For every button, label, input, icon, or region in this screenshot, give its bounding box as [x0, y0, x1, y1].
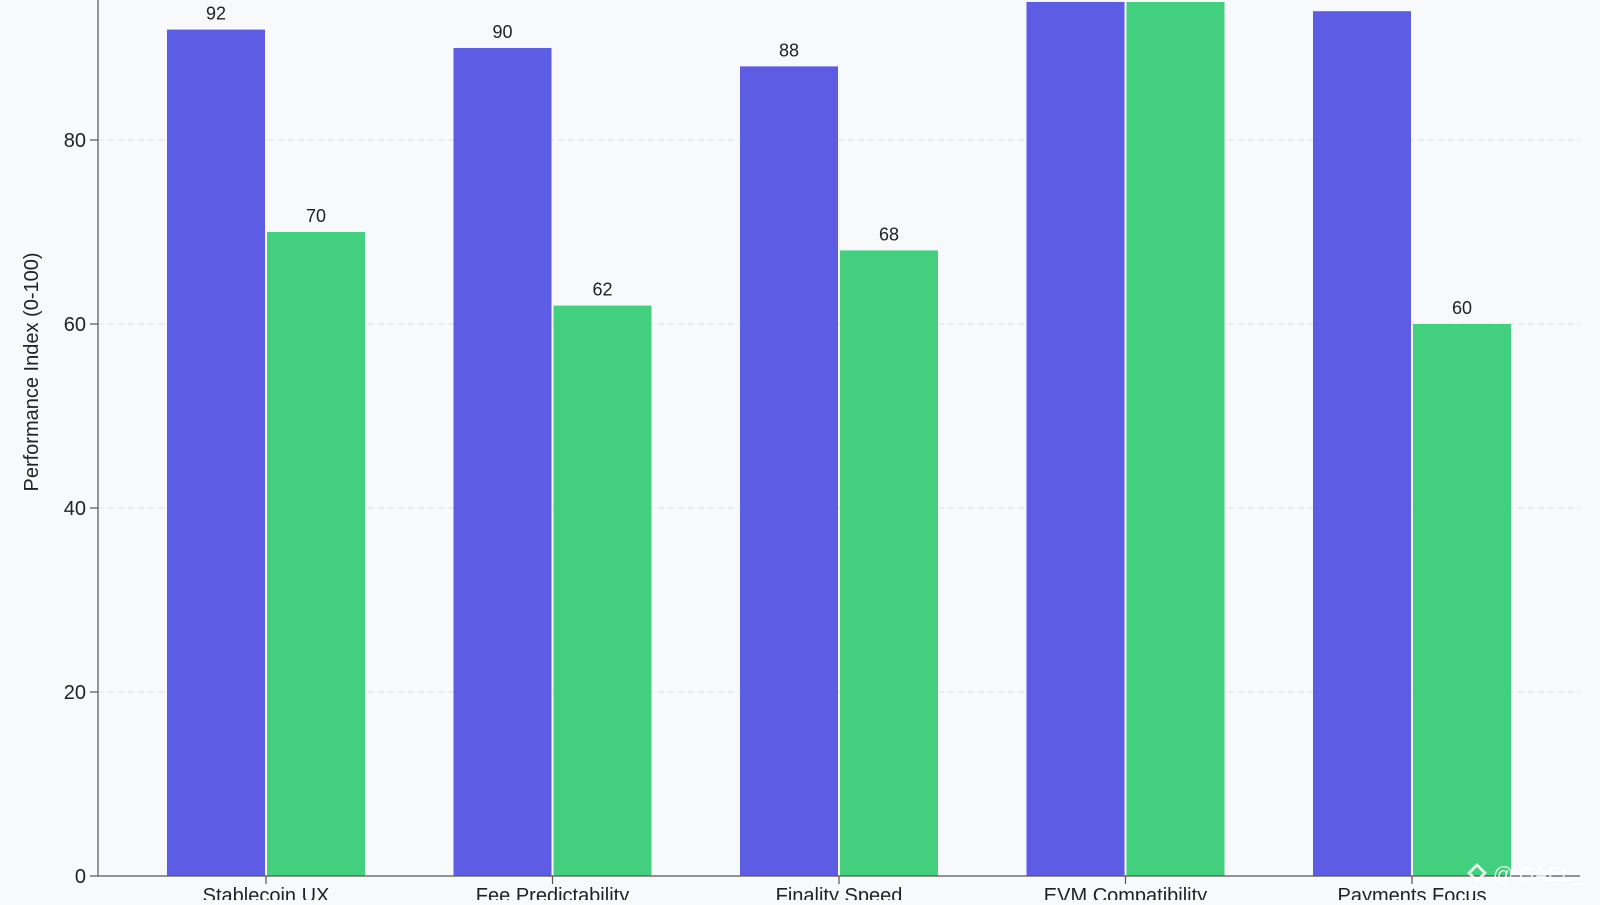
x-category-label: Payments Focus [1338, 885, 1487, 900]
data-label: 68 [879, 224, 899, 244]
bar [1413, 324, 1511, 876]
axes [90, 0, 1580, 884]
bar [1126, 2, 1225, 876]
data-label: 60 [1452, 298, 1472, 318]
y-axis-title: Performance Index (0-100) [21, 252, 43, 491]
watermark: @ GAEL_ [1467, 863, 1584, 886]
x-category-label: Finality Speed [776, 885, 903, 900]
y-tick-label: 20 [64, 682, 86, 704]
bar [740, 66, 838, 876]
bar [453, 48, 552, 876]
x-category-label: EVM Compatibility [1044, 885, 1207, 900]
y-tick-label: 0 [75, 866, 86, 888]
y-tick-label: 80 [64, 130, 86, 152]
data-label: 90 [492, 22, 512, 42]
bar [840, 250, 938, 876]
data-label: 70 [306, 206, 326, 226]
bar [167, 29, 265, 877]
x-category-label: Fee Predictability [476, 885, 629, 900]
data-label: 88 [779, 40, 799, 60]
data-label: 92 [206, 4, 226, 24]
bar [1026, 2, 1125, 876]
watermark-text: @ GAEL_ [1493, 864, 1584, 886]
bar [553, 305, 652, 877]
bar [1313, 11, 1411, 876]
y-tick-label: 40 [64, 498, 86, 520]
x-category-label: Stablecoin UX [203, 885, 330, 900]
diamond-logo-icon [1467, 863, 1487, 883]
bar [267, 232, 365, 876]
bars [167, 2, 1511, 877]
y-tick-label: 60 [64, 314, 86, 336]
data-label: 62 [592, 280, 612, 300]
